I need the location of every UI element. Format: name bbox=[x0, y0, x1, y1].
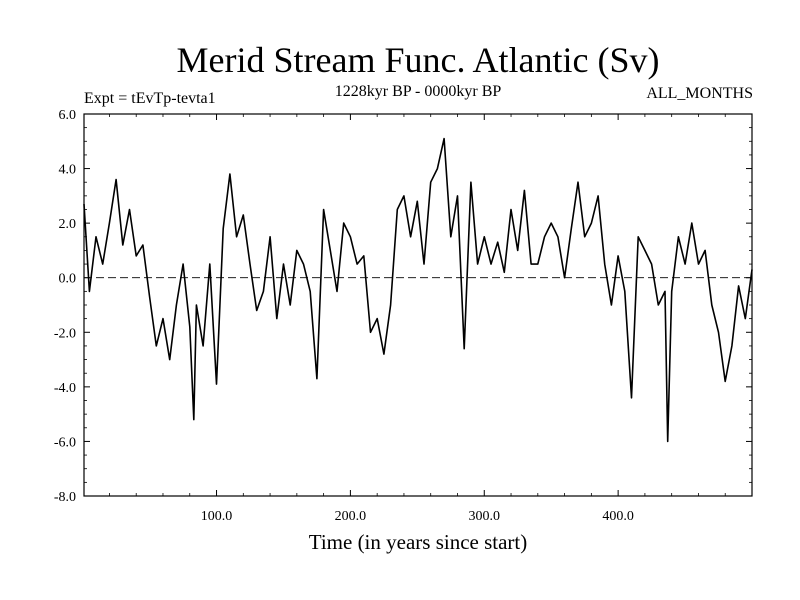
y-tick-label: 2.0 bbox=[59, 217, 77, 232]
months-label: ALL_MONTHS bbox=[646, 85, 753, 102]
x-tick-label: 400.0 bbox=[602, 509, 634, 524]
y-tick-label: -4.0 bbox=[54, 381, 76, 396]
series-line-0 bbox=[83, 137, 753, 443]
y-tick-label: 4.0 bbox=[59, 163, 77, 178]
axes-group: -8.0 -6.0 -4.0 -2.0 0.0 2.0 4.0 6.0 100.0 200.0 30… bbox=[54, 108, 752, 524]
period-label: 1228kyr BP - 0000kyr BP bbox=[335, 83, 502, 100]
y-tick-label: 6.0 bbox=[59, 108, 77, 123]
x-tick-label: 100.0 bbox=[201, 509, 233, 524]
chart-title: Merid Stream Func. Atlantic (Sv) bbox=[177, 40, 660, 80]
plot-frame bbox=[83, 113, 753, 497]
y-tick-label: -2.0 bbox=[54, 326, 76, 341]
experiment-label: Expt = tEvTp-tevta1 bbox=[84, 90, 216, 107]
series-group bbox=[83, 137, 753, 443]
y-tick-label: -6.0 bbox=[54, 435, 76, 450]
x-axis-label: Time (in years since start) bbox=[309, 530, 528, 554]
y-tick-label: -8.0 bbox=[54, 490, 76, 505]
y-tick-label: 0.0 bbox=[59, 272, 77, 287]
x-tick-label: 300.0 bbox=[469, 509, 501, 524]
x-tick-label: 200.0 bbox=[335, 509, 367, 524]
